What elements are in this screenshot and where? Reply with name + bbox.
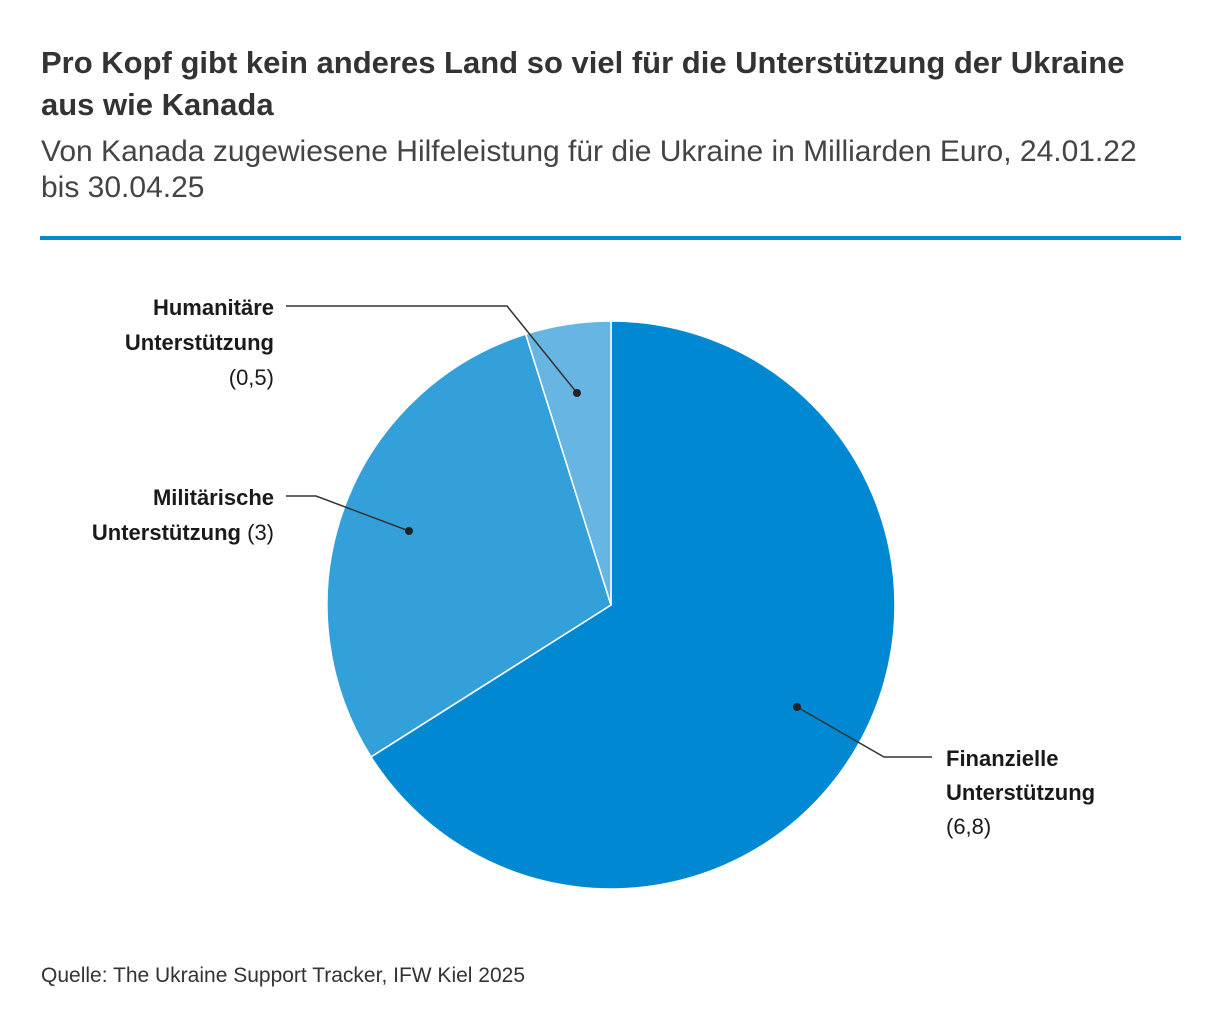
slice-label-line: Humanitäre [153, 295, 274, 320]
chart-subtitle: Von Kanada zugewiesene Hilfeleistung für… [41, 135, 1137, 204]
pie-slice-humanitaere [524, 320, 612, 606]
slice-label-humanitaere: Humanitäre Unterstützung (0,5) [125, 295, 274, 390]
slice-label-line: Unterstützung [125, 330, 274, 355]
slice-label-line: Finanzielle [946, 746, 1058, 771]
chart-title: Pro Kopf gibt kein anderes Land so viel … [41, 45, 1125, 122]
slice-value-finanzielle: (6,8) [946, 814, 991, 839]
leader-dot-finanzielle [793, 703, 801, 711]
leader-dot-humanitaere [573, 389, 581, 397]
pie-slices [326, 320, 896, 890]
source-note: Quelle: The Ukraine Support Tracker, IFW… [41, 964, 526, 987]
leader-lines [286, 305, 932, 758]
slice-label-line: Militärische [153, 485, 274, 510]
slice-value-militaerische: (3) [241, 520, 274, 545]
leader-line-militaerische [286, 495, 410, 532]
leader-line-finanzielle [796, 706, 932, 758]
slice-value-humanitaere: (0,5) [229, 365, 274, 390]
pie-slice-finanzielle [370, 320, 896, 890]
header-divider [40, 236, 1181, 240]
slice-label-finanzielle: Finanzielle Unterstützung (6,8) [946, 746, 1095, 839]
slice-label-line: Unterstützung [946, 780, 1095, 805]
slice-label-line: Unterstützung [92, 520, 241, 545]
leader-line-humanitaere [286, 305, 578, 394]
slice-labels: Finanzielle Unterstützung (6,8) Militärisch… [92, 295, 1095, 839]
slice-label-militaerische: Militärische Unterstützung (3) [92, 485, 274, 545]
leader-dot-militaerische [405, 527, 413, 535]
